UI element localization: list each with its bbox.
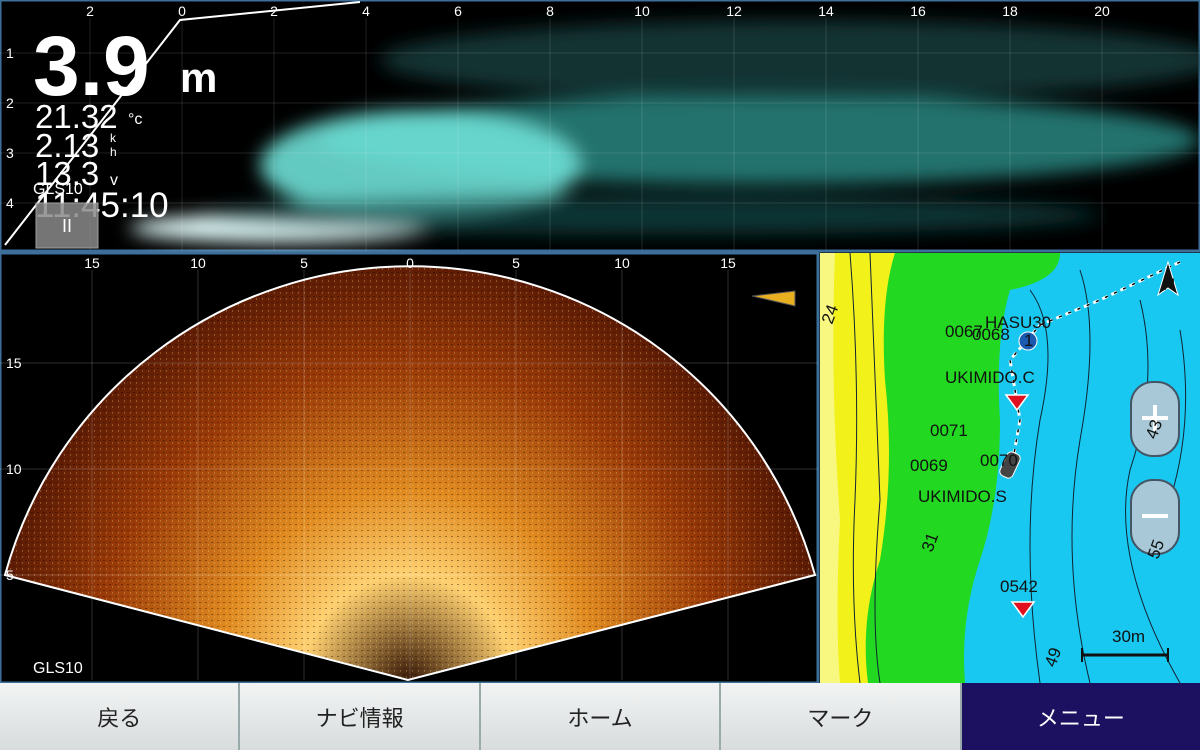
nav-button[interactable]: ナビ情報 — [240, 683, 481, 750]
nav-button[interactable]: 戻る — [0, 683, 241, 750]
x-tick-label: 18 — [1002, 3, 1018, 19]
transducer-icon — [751, 290, 796, 307]
depth-unit: m — [180, 54, 217, 101]
x-tick-label: 6 — [454, 3, 462, 19]
map-label: 0542 — [1000, 577, 1038, 596]
voltage: 13.3 — [35, 155, 99, 192]
map-label: 0068 — [972, 325, 1010, 344]
x-tick-label: 4 — [362, 3, 370, 19]
nav-button[interactable]: ホーム — [480, 683, 722, 750]
x-tick-label: 0 — [406, 255, 414, 271]
pause-button[interactable]: II — [35, 202, 99, 249]
y-tick-label: 1 — [6, 45, 14, 61]
depth: 3.9 — [33, 19, 150, 113]
speed-unit-top: k — [110, 131, 117, 145]
x-tick-label: 14 — [818, 3, 834, 19]
map-label: 0070 — [980, 451, 1018, 470]
map-panel — [820, 252, 1200, 683]
bottom-trace — [4, 1, 361, 246]
x-tick-label: 16 — [910, 3, 926, 19]
map-label: 0067 — [945, 322, 983, 341]
map-label: 0071 — [930, 421, 968, 440]
y-tick-label: 3 — [6, 145, 14, 161]
y-tick-label: 5 — [6, 567, 14, 583]
pause-icon[interactable]: II — [62, 216, 72, 236]
x-tick-label: 10 — [634, 3, 650, 19]
zoom-out-button[interactable] — [1130, 479, 1180, 555]
nav-button[interactable]: マーク — [721, 683, 962, 750]
x-tick-label: 5 — [300, 255, 308, 271]
x-tick-label: 20 — [1094, 3, 1110, 19]
sonar-echo — [130, 20, 1200, 242]
x-tick-label: 15 — [720, 255, 736, 271]
x-tick-label: 5 — [512, 255, 520, 271]
speed: 2.13 — [35, 127, 99, 164]
x-tick-label: 2 — [86, 3, 94, 19]
y-tick-label: 2 — [6, 95, 14, 111]
voltage-unit: v — [110, 172, 118, 189]
map-label: 30m — [1112, 627, 1145, 646]
grid: 15 10 5 0 5 10 15 15 10 5 — [0, 255, 818, 680]
x-tick-label: 2 — [270, 3, 278, 19]
nav-bar: 戻る ナビ情報 ホーム マーク メニュー — [0, 683, 1200, 750]
map-label: N — [1163, 275, 1175, 294]
map-label: UKIMIDO.S — [918, 487, 1007, 506]
scan-outline — [3, 265, 817, 682]
map-label: 0069 — [910, 456, 948, 475]
x-tick-label: 0 — [178, 3, 186, 19]
map-label: UKIMIDO.C — [945, 368, 1035, 387]
speed-unit-bottom: h — [110, 145, 117, 159]
temp-unit: °c — [128, 111, 142, 128]
x-tick-label: 15 — [84, 255, 100, 271]
y-tick-label: 4 — [6, 195, 14, 211]
y-tick-label: 10 — [6, 461, 22, 477]
nav-button[interactable]: メニュー — [961, 683, 1200, 750]
zoom-in-button[interactable] — [1130, 381, 1180, 457]
y-tick-label: 15 — [6, 355, 22, 371]
map-label: 1 — [1024, 331, 1033, 350]
x-tick-label: 10 — [190, 255, 206, 271]
source-label: GLS10 — [33, 660, 83, 677]
water-temp: 21.32 — [35, 98, 118, 135]
map-label: HASU30 — [985, 313, 1051, 332]
x-tick-label: 8 — [546, 3, 554, 19]
source-label: GLS10 — [33, 181, 83, 198]
x-tick-label: 10 — [614, 255, 630, 271]
x-tick-label: 12 — [726, 3, 742, 19]
